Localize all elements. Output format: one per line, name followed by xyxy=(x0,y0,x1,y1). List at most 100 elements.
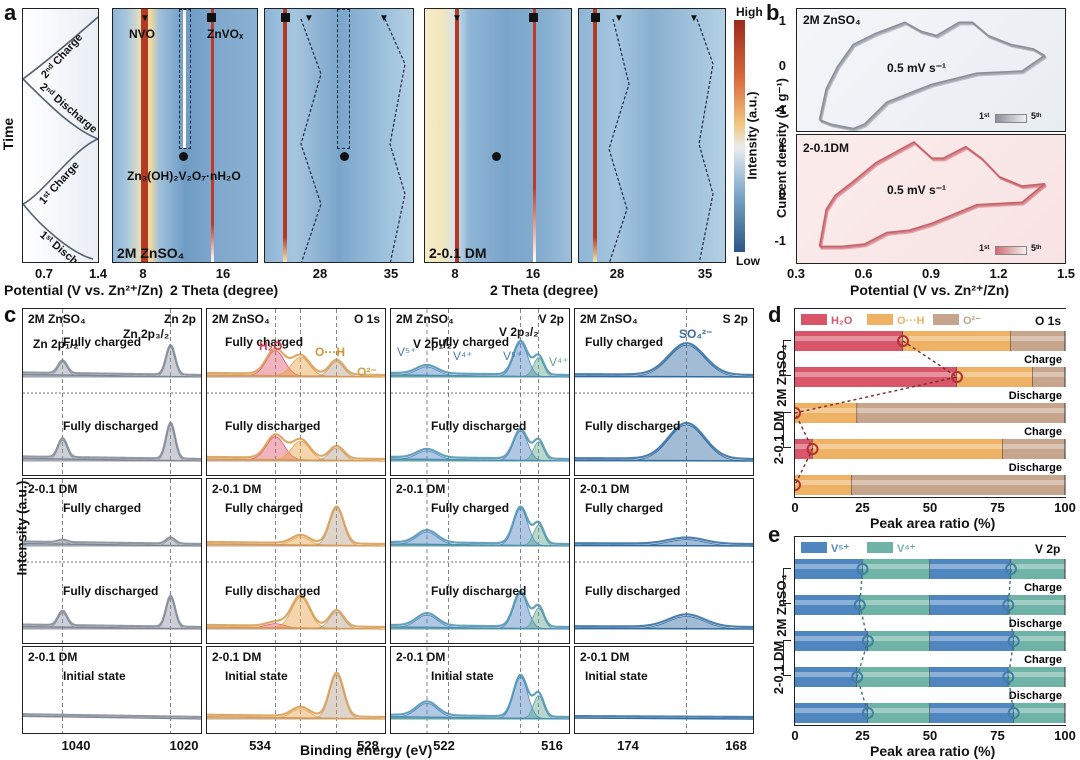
xps-baseline xyxy=(207,626,385,630)
a-heatmap-2M-high: ▼ ▼ xyxy=(264,8,414,263)
d-bar-4-2 xyxy=(851,475,1065,495)
c-state-label: Fully charged xyxy=(63,501,142,515)
xps-envelope xyxy=(575,421,753,461)
bar-highlight xyxy=(1013,636,1065,641)
e-bar-4-0 xyxy=(795,703,868,723)
a-2M-label: 2M ZnSO₄ xyxy=(117,245,185,261)
x-tick: 100 xyxy=(1054,500,1076,515)
b-legend-first-bot: 1ˢᵗ xyxy=(979,243,990,253)
xps-svg xyxy=(575,479,753,643)
zho-dashed-box xyxy=(337,9,350,149)
a-2theta-xlabel-2: 2 Theta (degree) xyxy=(490,282,599,298)
zho-label: Zn₃(OH)₂V₂O₇·nH₂O xyxy=(127,169,241,183)
b-rate-label-bot: 0.5 mV s⁻¹ xyxy=(887,183,947,197)
c-state-label: Initial state xyxy=(225,669,288,683)
c-state-label: Fully charged xyxy=(225,335,304,349)
c-element-label: O 1s xyxy=(353,312,380,326)
c-state-label: Initial state xyxy=(63,669,126,683)
bar-highlight xyxy=(795,444,813,449)
xps-svg xyxy=(575,309,753,475)
xps-svg xyxy=(23,647,201,733)
a-profile-svg xyxy=(23,16,98,260)
xps-baseline xyxy=(575,375,753,378)
b-ytick-bot: -1 xyxy=(774,232,786,248)
xps-svg xyxy=(207,647,385,733)
bar-highlight xyxy=(930,564,1011,569)
b-cv-DM: 2-0.1DM 0.5 mV s⁻¹ 1ˢᵗ 5ᵗʰ xyxy=(796,134,1066,264)
legend-label: O²⁻ xyxy=(963,315,981,327)
c-sample-label: 2-0.1 DM xyxy=(28,650,78,664)
x-tick: 100 xyxy=(1054,728,1076,743)
xps-baseline xyxy=(23,625,201,630)
b-ytick-top: -1 xyxy=(774,101,786,117)
a-heatmap-2M-low: ▼ NVO ZnVOₓ Zn₃(OH)₂V₂O₇·nH₂O 2M ZnSO₄ xyxy=(112,8,258,263)
triangle-marker-icon: ▼ xyxy=(140,13,150,24)
b-xtick: 1.2 xyxy=(989,266,1008,281)
group-bracket xyxy=(783,412,791,448)
ratio-marker xyxy=(806,443,819,455)
bar-highlight xyxy=(795,672,858,677)
ratio-marker-2 xyxy=(1007,707,1020,719)
d-bar-3-1 xyxy=(812,439,1003,459)
d-title: O 1s xyxy=(1035,314,1062,328)
peak-line xyxy=(283,9,287,262)
c-v2p-row1: Fully charged Fully discharged 2-0.1 DM xyxy=(390,478,570,644)
c-sample-label: 2M ZnSO₄ xyxy=(396,312,454,326)
e-bar-0-0 xyxy=(795,559,863,579)
c-state-label: Fully charged xyxy=(431,501,510,515)
so4-label: SO₄²⁻ xyxy=(679,327,713,341)
b-ytick-top: 1 xyxy=(778,13,786,29)
x-tick: 50 xyxy=(922,500,938,515)
a-tick-8b: 8 xyxy=(451,266,459,281)
bar-highlight xyxy=(795,336,903,341)
zn-2p12-label: Zn 2p₁/₂ xyxy=(33,337,79,351)
triangle-marker-icon: ▼ xyxy=(452,13,462,24)
xps-envelope xyxy=(23,344,201,377)
c-sample-label: 2-0.1 DM xyxy=(396,482,446,496)
peak-shift-arrows xyxy=(608,18,714,262)
c-v2p-row2: Initial state 2-0.1 DM xyxy=(390,646,570,734)
ratio-marker xyxy=(856,563,869,575)
bar-highlight xyxy=(1002,444,1065,449)
c-state-label: Fully discharged xyxy=(225,419,321,433)
b-cv-2M-svg xyxy=(818,21,1047,131)
colorbar-label: Intensity (a.u.) xyxy=(744,91,760,180)
legend-swatch xyxy=(867,542,893,553)
d-bar-3-0 xyxy=(795,439,813,459)
bar-highlight xyxy=(795,372,957,377)
b-xtick: 0.3 xyxy=(786,266,806,281)
d-bar-3-2 xyxy=(1002,439,1065,459)
nvo-peak-line xyxy=(141,9,148,262)
e-bar-2-0 xyxy=(795,631,868,651)
x-tick: 50 xyxy=(922,728,938,743)
group-bracket xyxy=(783,640,791,676)
e-xlabel: Peak area ratio (%) xyxy=(870,743,996,759)
bar-highlight xyxy=(795,600,860,605)
xps-baseline xyxy=(575,627,753,630)
b-DM-label: 2-0.1DM xyxy=(803,141,850,155)
e-bar-0-1 xyxy=(862,559,930,579)
e-bar-svg: V⁵⁺V⁴⁺ChargeDischargeChargeDischargeInit… xyxy=(795,542,1066,723)
b-ytick-bot: 1 xyxy=(778,139,786,155)
potential-profile-line xyxy=(23,16,98,260)
a-time-label: Time xyxy=(0,117,17,151)
c-xtick: 522 xyxy=(433,738,455,753)
panel-label-d: d xyxy=(768,302,782,327)
a-tick-8: 8 xyxy=(139,266,147,281)
category-label: Charge xyxy=(1024,354,1062,366)
colorbar-low: Low xyxy=(736,254,760,268)
ratio-marker xyxy=(951,371,963,383)
c-o1s-row1: Fully charged Fully discharged 2-0.1 DM xyxy=(206,478,386,644)
xps-envelope xyxy=(391,673,569,719)
bar-highlight xyxy=(795,564,863,569)
category-label: Charge xyxy=(1024,426,1062,438)
c-element-label: S 2p xyxy=(722,312,748,326)
c-xlabel: Binding energy (eV) xyxy=(300,742,433,758)
legend-swatch xyxy=(933,314,959,325)
xps-envelope xyxy=(575,536,753,546)
square-marker-icon xyxy=(591,13,600,22)
c-xtick: 528 xyxy=(357,738,379,753)
c-xtick: 1020 xyxy=(169,738,199,753)
ratio-marker xyxy=(795,479,801,491)
legend-swatch xyxy=(801,314,827,325)
